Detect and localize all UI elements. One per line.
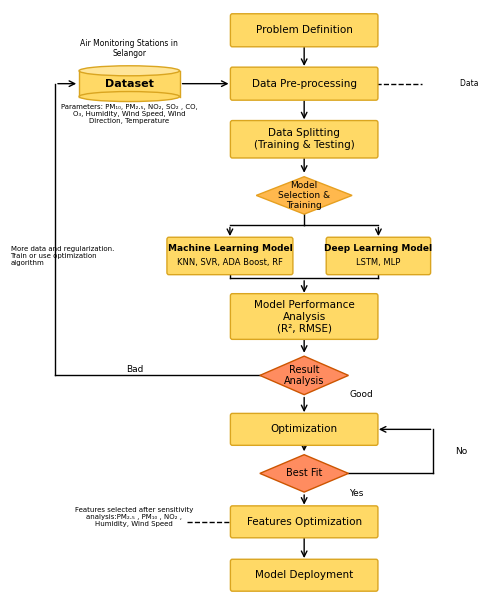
Text: More data and regularization.
Train or use optimization
algorithm: More data and regularization. Train or u… [11,246,114,266]
Ellipse shape [79,66,180,76]
Text: Result
Analysis: Result Analysis [284,365,324,386]
Text: Bad: Bad [126,365,144,374]
Text: Air Monitoring Stations in
Selangor: Air Monitoring Stations in Selangor [80,39,178,58]
Text: Dataset: Dataset [105,79,154,89]
FancyBboxPatch shape [230,14,378,47]
Text: Deep Learning Model: Deep Learning Model [324,244,433,253]
Text: Parameters: PM₁₀, PM₂.₅, NO₂, SO₂ , CO,
O₃, Humidity, Wind Speed, Wind
Direction: Parameters: PM₁₀, PM₂.₅, NO₂, SO₂ , CO, … [61,104,198,124]
Text: No: No [455,447,468,456]
Text: Best Fit: Best Fit [286,469,322,478]
FancyBboxPatch shape [230,413,378,445]
Text: Model Deployment: Model Deployment [255,570,354,580]
Text: Data Imputation and cleaning: Data Imputation and cleaning [460,79,479,88]
Polygon shape [260,455,348,492]
FancyBboxPatch shape [230,559,378,591]
Polygon shape [256,176,352,214]
Text: LSTM, MLP: LSTM, MLP [356,258,400,267]
Text: Good: Good [350,389,374,398]
Text: Model
Selection &
Training: Model Selection & Training [278,181,330,211]
Bar [79,71,180,97]
Text: Optimization: Optimization [271,424,338,434]
Ellipse shape [79,92,180,101]
Text: Machine Learning Model: Machine Learning Model [168,244,292,253]
Text: Model Performance
Analysis
(R², RMSE): Model Performance Analysis (R², RMSE) [254,300,354,333]
Text: Data Pre-processing: Data Pre-processing [251,79,357,89]
FancyBboxPatch shape [230,293,378,340]
FancyBboxPatch shape [230,506,378,538]
FancyBboxPatch shape [167,237,293,275]
Text: Features selected after sensitivity
analysis:PM₂.₅ , PM₁₀ , NO₂ ,
Humidity, Wind: Features selected after sensitivity anal… [75,508,194,527]
Polygon shape [260,356,348,395]
FancyBboxPatch shape [230,121,378,158]
Text: Data Splitting
(Training & Testing): Data Splitting (Training & Testing) [254,128,354,150]
Text: Yes: Yes [349,489,363,498]
Text: Problem Definition: Problem Definition [256,25,353,35]
Text: KNN, SVR, ADA Boost, RF: KNN, SVR, ADA Boost, RF [177,258,283,267]
FancyBboxPatch shape [230,67,378,100]
FancyBboxPatch shape [326,237,431,275]
Text: Features Optimization: Features Optimization [247,517,362,527]
